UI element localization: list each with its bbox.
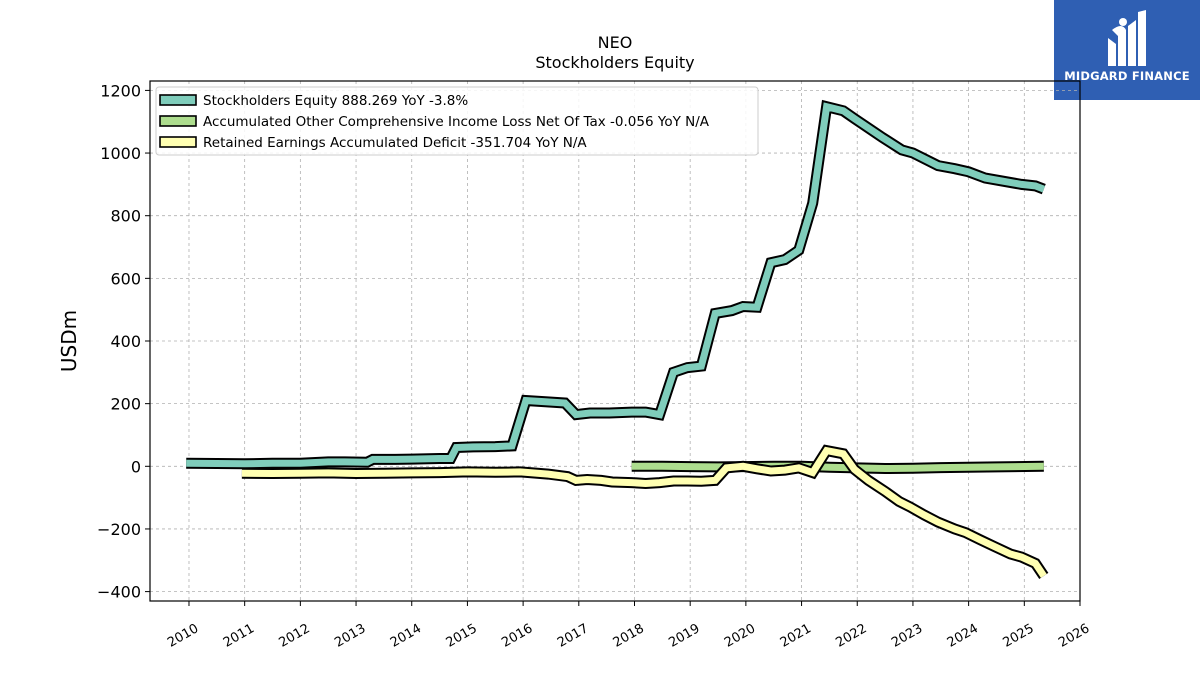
y-tick-label: 800	[110, 207, 141, 226]
x-tick-label: 2018	[611, 621, 647, 651]
x-tick-label: 2015	[444, 621, 480, 651]
x-tick-label: 2025	[1000, 621, 1036, 651]
x-tick-label: 2012	[277, 621, 313, 651]
series-layer	[186, 99, 1049, 579]
legend-swatch	[159, 136, 197, 148]
legend: Stockholders Equity 888.269 YoY -3.8% Acc…	[155, 86, 759, 156]
x-tick-label: 2016	[499, 621, 535, 651]
y-tick-label: 400	[110, 332, 141, 351]
midgard-logo-icon	[1108, 10, 1146, 66]
y-tick-label: 200	[110, 395, 141, 414]
series-line-2	[241, 446, 1047, 578]
logo-text: MIDGARD FINANCE	[1064, 69, 1190, 83]
y-tick-label: 1000	[100, 144, 141, 163]
chart-subtitle: Stockholders Equity	[535, 53, 695, 72]
x-tick-label: 2024	[945, 621, 981, 651]
brand-logo: MIDGARD FINANCE	[1054, 0, 1200, 100]
x-tick-label: 2013	[332, 621, 368, 651]
x-tick-label: 2017	[555, 621, 591, 651]
y-axis-label: USDm	[57, 310, 81, 372]
y-tick-label: 600	[110, 269, 141, 288]
x-tick-label: 2021	[778, 621, 814, 651]
x-tick-label: 2011	[221, 621, 257, 651]
x-tick-label: 2020	[722, 621, 758, 651]
legend-swatch	[159, 115, 197, 127]
y-tick-label: −400	[97, 583, 141, 602]
legend-swatch	[159, 94, 197, 106]
legend-label: Accumulated Other Comprehensive Income L…	[203, 114, 710, 130]
y-axis: −400 −200 0 200 400 600 800 1000 1200	[97, 81, 150, 602]
x-tick-label: 2019	[666, 621, 702, 651]
x-tick-label: 2026	[1056, 621, 1092, 651]
x-tick-label: 2014	[388, 621, 424, 651]
x-axis: 2010 2011 2012 2013 2014 2015 2016 2017 2018 2019…	[165, 601, 1092, 651]
y-tick-label: 1200	[100, 81, 141, 100]
chart-title: NEO	[597, 33, 633, 52]
y-tick-label: 0	[131, 457, 141, 476]
legend-box	[155, 86, 759, 156]
legend-label: Stockholders Equity 888.269 YoY -3.8%	[203, 93, 468, 109]
x-tick-label: 2022	[833, 621, 869, 651]
legend-label: Retained Earnings Accumulated Deficit -3…	[203, 135, 587, 151]
x-tick-label: 2010	[165, 621, 201, 651]
x-tick-label: 2023	[889, 621, 925, 651]
y-tick-label: −200	[97, 520, 141, 539]
series-line-0	[186, 102, 1046, 468]
series-line-1	[631, 462, 1044, 473]
